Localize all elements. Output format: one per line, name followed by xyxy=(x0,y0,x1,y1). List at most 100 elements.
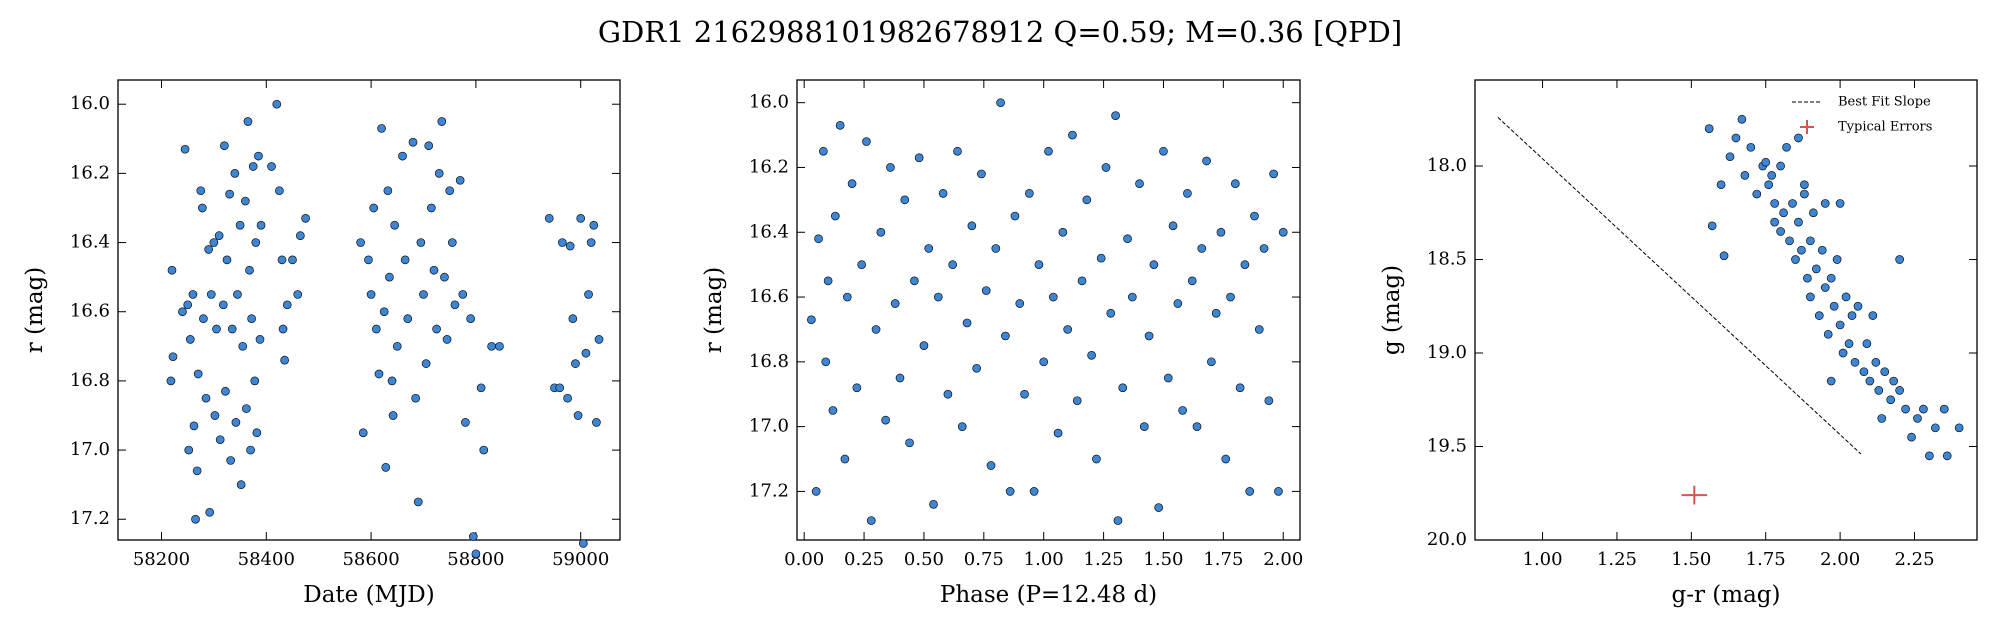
data-point xyxy=(835,121,845,130)
x-tick-label: 0.00 xyxy=(784,549,824,570)
data-point xyxy=(1811,264,1821,274)
data-point xyxy=(1806,236,1815,246)
data-point xyxy=(1001,331,1010,341)
data-point xyxy=(231,418,241,427)
data-point xyxy=(584,290,593,299)
data-point xyxy=(447,238,457,247)
data-point xyxy=(212,324,221,334)
data-point xyxy=(487,341,496,351)
data-point xyxy=(188,290,198,299)
data-point xyxy=(411,393,420,403)
data-point xyxy=(1838,348,1848,358)
data-point xyxy=(1149,260,1159,269)
data-point xyxy=(594,335,604,344)
data-point xyxy=(238,341,248,351)
data-point xyxy=(1731,133,1741,143)
plot-frame xyxy=(796,79,1301,541)
x-tick-label: 59000 xyxy=(552,549,609,570)
data-point xyxy=(967,221,977,231)
data-point xyxy=(1113,516,1123,525)
data-point xyxy=(356,238,365,247)
data-point xyxy=(1862,339,1872,349)
data-point xyxy=(1719,251,1729,261)
data-point xyxy=(178,307,187,317)
data-point xyxy=(977,169,986,179)
data-point xyxy=(972,363,981,373)
x-tick-label: 0.25 xyxy=(844,549,884,570)
data-point xyxy=(823,276,833,286)
data-point xyxy=(1118,383,1128,393)
data-point xyxy=(432,324,441,334)
data-point xyxy=(1178,406,1187,415)
data-point xyxy=(296,231,305,240)
data-point xyxy=(1770,217,1780,227)
data-point xyxy=(1794,133,1803,143)
data-point xyxy=(416,238,426,247)
data-point xyxy=(862,137,871,146)
y-tick-label: 17.2 xyxy=(70,508,110,529)
data-point xyxy=(1874,386,1884,395)
y-tick-label: 19.5 xyxy=(1427,436,1467,457)
data-point xyxy=(1274,487,1283,496)
y-tick-label: 16.2 xyxy=(749,156,789,177)
data-point xyxy=(1216,227,1226,237)
data-point xyxy=(1029,487,1039,496)
data-point xyxy=(1835,199,1845,208)
data-point xyxy=(981,286,991,295)
data-point xyxy=(1820,199,1830,208)
data-point xyxy=(1159,146,1168,156)
data-point xyxy=(1072,396,1082,406)
data-point xyxy=(1058,227,1068,237)
data-point xyxy=(1096,253,1106,263)
data-point xyxy=(996,98,1005,108)
data-point xyxy=(943,389,953,399)
data-point xyxy=(1106,308,1116,318)
data-point xyxy=(246,445,255,455)
data-point xyxy=(1785,236,1794,246)
data-point xyxy=(196,186,206,196)
legend-label: Typical Errors xyxy=(1838,120,1932,135)
data-point xyxy=(1806,292,1815,302)
x-tick-label: 2.25 xyxy=(1894,549,1934,570)
data-point xyxy=(293,290,303,299)
data-point xyxy=(458,290,468,299)
data-point xyxy=(1800,180,1809,190)
data-point xyxy=(1782,142,1791,152)
data-point xyxy=(565,241,575,251)
y-tick-label: 16.0 xyxy=(70,93,110,114)
data-point xyxy=(1925,451,1934,461)
data-point xyxy=(275,186,284,196)
data-point xyxy=(1163,373,1173,383)
data-point xyxy=(938,189,948,198)
data-point xyxy=(247,314,256,323)
data-point xyxy=(248,162,258,171)
data-point xyxy=(1135,179,1144,189)
data-point xyxy=(814,234,823,244)
y-axis-label: r (mag) xyxy=(22,267,48,354)
data-point xyxy=(377,124,386,133)
data-point xyxy=(479,445,489,455)
data-point xyxy=(199,314,208,323)
x-axis-label: Date (MJD) xyxy=(303,582,434,608)
data-point xyxy=(421,359,431,368)
data-point xyxy=(201,393,211,403)
data-point xyxy=(209,238,219,247)
figure-title: GDR1 2162988101982678912 Q=0.59; M=0.36 … xyxy=(598,15,1402,49)
data-point xyxy=(1817,245,1827,255)
data-point xyxy=(1048,292,1058,302)
data-point xyxy=(1197,244,1207,253)
plot-frame xyxy=(117,79,621,541)
data-point xyxy=(900,195,910,205)
data-point xyxy=(840,454,850,464)
data-point xyxy=(442,335,452,344)
data-point xyxy=(180,144,190,154)
data-point xyxy=(240,196,250,206)
data-point xyxy=(1868,311,1878,320)
data-point xyxy=(398,151,407,161)
data-point xyxy=(991,244,1001,253)
y-tick-label: 16.4 xyxy=(70,232,110,253)
data-point xyxy=(807,315,816,325)
data-point xyxy=(205,507,215,517)
data-point xyxy=(242,404,251,413)
